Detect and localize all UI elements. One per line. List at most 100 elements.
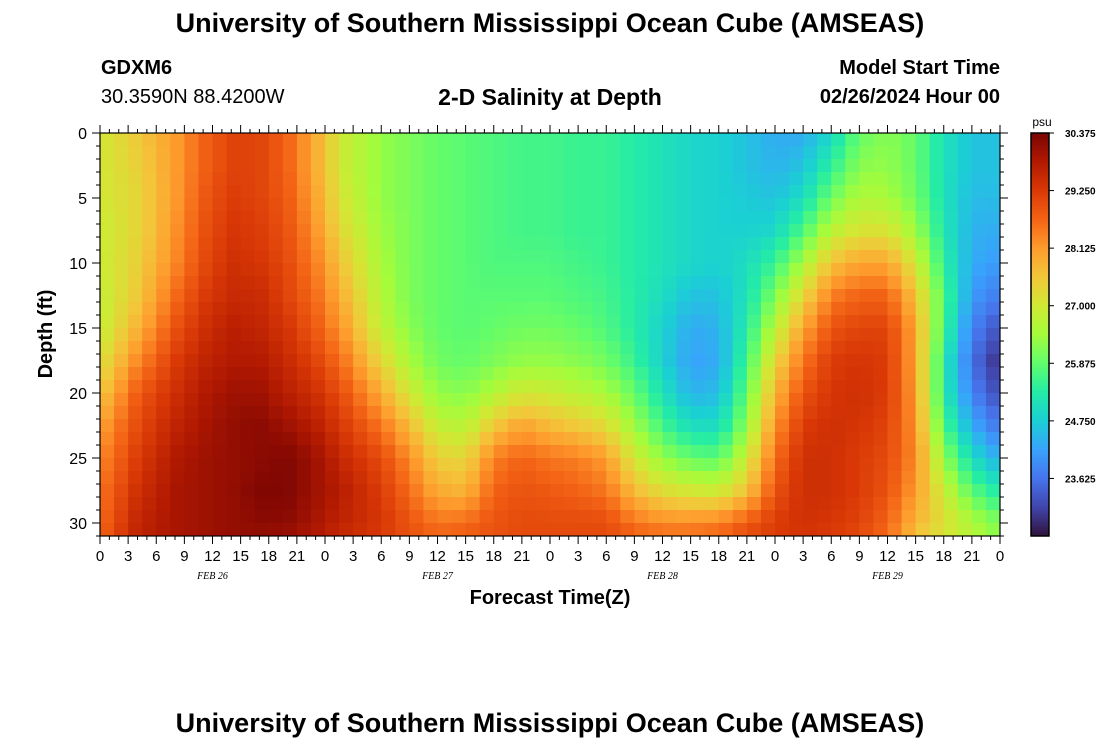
heatmap-cell	[367, 497, 382, 511]
heatmap-cell	[760, 471, 776, 485]
heatmap-cell	[282, 393, 298, 407]
heatmap-cell	[184, 380, 200, 394]
heatmap-cell	[240, 133, 256, 147]
heatmap-cell	[395, 172, 410, 186]
heatmap-cell	[887, 172, 903, 186]
heatmap-cell	[550, 445, 565, 459]
heatmap-cell	[423, 302, 439, 316]
heatmap-cell	[381, 432, 396, 446]
heatmap-cell	[859, 471, 875, 485]
heatmap-cell	[268, 458, 284, 472]
heatmap-cell	[971, 263, 987, 277]
heatmap-cell	[100, 419, 115, 433]
heatmap-cell	[212, 276, 228, 290]
heatmap-cell	[803, 211, 818, 225]
heatmap-cell	[170, 315, 185, 329]
heatmap-cell	[985, 198, 1000, 212]
heatmap-cell	[507, 185, 523, 199]
heatmap-cell	[493, 198, 509, 212]
heatmap-cell	[142, 185, 157, 199]
heatmap-cell	[325, 432, 340, 446]
main-title: University of Southern Mississippi Ocean…	[175, 8, 925, 38]
heatmap-cell	[142, 198, 157, 212]
heatmap-cell	[704, 510, 720, 524]
heatmap-cell	[915, 146, 931, 160]
heatmap-cell	[746, 185, 762, 199]
heatmap-cell	[564, 185, 579, 199]
heatmap-cell	[170, 510, 185, 524]
heatmap-cell	[198, 458, 214, 472]
heatmap-cell	[226, 302, 242, 316]
heatmap-cell	[310, 484, 326, 498]
heatmap-cell	[100, 445, 115, 459]
heatmap-cell	[873, 276, 889, 290]
heatmap-cell	[395, 445, 410, 459]
heatmap-cell	[296, 354, 312, 368]
heatmap-cell	[901, 523, 917, 536]
heatmap-cell	[662, 159, 678, 173]
heatmap-cell	[746, 328, 762, 342]
heatmap-cell	[310, 224, 326, 238]
heatmap-cell	[859, 289, 875, 303]
heatmap-cell	[493, 484, 509, 498]
colorbar-tick-label: 29.250	[1065, 187, 1096, 198]
heatmap-cell	[507, 484, 523, 498]
heatmap-cell	[493, 185, 509, 199]
heatmap-cell	[760, 315, 776, 329]
heatmap-cell	[212, 471, 228, 485]
heatmap-cell	[310, 172, 326, 186]
heatmap-cell	[507, 159, 523, 173]
heatmap-cell	[296, 510, 312, 524]
heatmap-cell	[690, 471, 706, 485]
heatmap-cell	[282, 380, 298, 394]
heatmap-cell	[507, 328, 523, 342]
heatmap-cell	[901, 510, 917, 524]
heatmap-cell	[760, 146, 776, 160]
heatmap-cell	[367, 263, 382, 277]
heatmap-cell	[437, 367, 453, 381]
heatmap-cell	[310, 198, 326, 212]
heatmap-cell	[732, 224, 748, 238]
heatmap-cell	[718, 211, 734, 225]
heatmap-cell	[648, 328, 664, 342]
heatmap-cell	[198, 432, 214, 446]
heatmap-cell	[325, 276, 340, 290]
colorbar-tick-label: 30.375	[1065, 129, 1096, 140]
heatmap-cell	[971, 393, 987, 407]
heatmap-cell	[648, 406, 664, 420]
heatmap-cell	[521, 328, 537, 342]
heatmap-cell	[479, 276, 495, 290]
heatmap-cell	[268, 445, 284, 459]
heatmap-cell	[423, 211, 439, 225]
heatmap-cell	[437, 172, 453, 186]
heatmap-cell	[395, 328, 410, 342]
heatmap-cell	[620, 367, 635, 381]
heatmap-cell	[451, 315, 467, 329]
heatmap-cell	[789, 289, 804, 303]
heatmap-cell	[789, 250, 804, 264]
heatmap-cell	[592, 354, 607, 368]
heatmap-cell	[254, 458, 270, 472]
heatmap-cell	[915, 133, 931, 147]
heatmap-cell	[775, 354, 790, 368]
heatmap-cell	[184, 263, 200, 277]
heatmap-cell	[578, 341, 593, 355]
heatmap-cell	[451, 445, 467, 459]
heatmap-cell	[943, 224, 959, 238]
heatmap-cell	[142, 302, 157, 316]
heatmap-cell	[395, 458, 410, 472]
heatmap-cell	[718, 185, 734, 199]
heatmap-cell	[437, 432, 453, 446]
heatmap-cell	[887, 367, 903, 381]
heatmap-cell	[985, 263, 1000, 277]
heatmap-cell	[957, 458, 973, 472]
heatmap-cell	[732, 367, 748, 381]
heatmap-cell	[789, 185, 804, 199]
heatmap-cell	[578, 172, 593, 186]
heatmap-cell	[325, 367, 340, 381]
heatmap-cell	[114, 458, 129, 472]
heatmap-cell	[254, 523, 270, 536]
heatmap-cell	[564, 367, 579, 381]
heatmap-cell	[226, 146, 242, 160]
heatmap-cell	[451, 484, 467, 498]
